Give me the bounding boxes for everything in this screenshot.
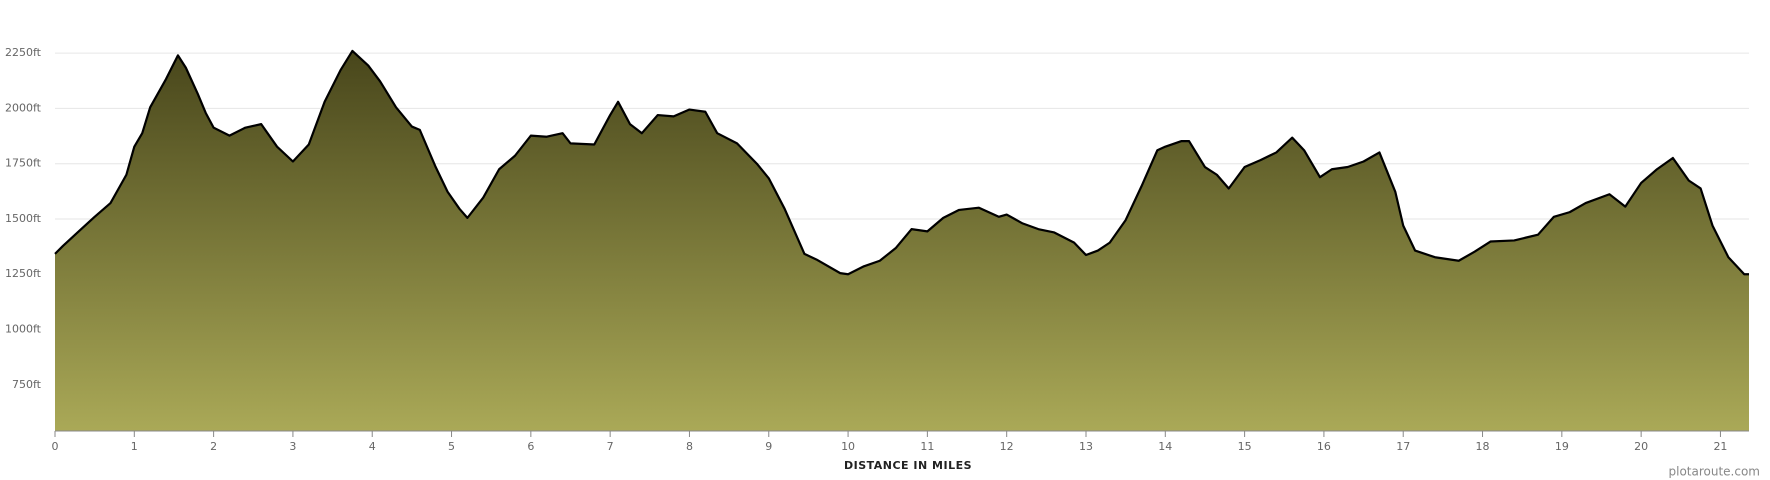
- x-tick-label: 14: [1158, 440, 1172, 453]
- x-tick-label: 13: [1079, 440, 1093, 453]
- y-tick-label: 1250ft: [5, 267, 42, 280]
- x-tick-label: 2: [210, 440, 217, 453]
- y-tick-label: 750ft: [12, 378, 42, 391]
- x-tick-label: 20: [1634, 440, 1648, 453]
- y-tick-label: 1500ft: [5, 212, 42, 225]
- x-tick-label: 6: [527, 440, 534, 453]
- x-tick-label: 5: [448, 440, 455, 453]
- x-axis-title: DISTANCE IN MILES: [844, 459, 972, 472]
- x-tick-label: 4: [369, 440, 376, 453]
- x-tick-label: 3: [289, 440, 296, 453]
- x-tick-label: 7: [607, 440, 614, 453]
- x-tick-label: 9: [765, 440, 772, 453]
- x-tick-label: 16: [1317, 440, 1331, 453]
- x-tick-label: 19: [1555, 440, 1569, 453]
- x-tick-label: 0: [52, 440, 59, 453]
- x-tick-label: 8: [686, 440, 693, 453]
- elevation-line: [54, 49, 1749, 276]
- watermark: plotaroute.com: [1669, 465, 1761, 479]
- x-tick-label: 21: [1713, 440, 1727, 453]
- x-tick-label: 1: [131, 440, 138, 453]
- x-tick-label: 17: [1396, 440, 1410, 453]
- y-tick-label: 2250ft: [5, 46, 42, 59]
- x-tick-label: 18: [1476, 440, 1490, 453]
- x-tick-label: 10: [841, 440, 855, 453]
- x-tick-label: 12: [1000, 440, 1014, 453]
- y-tick-label: 1750ft: [5, 157, 42, 170]
- x-tick-label: 15: [1238, 440, 1252, 453]
- y-tick-label: 1000ft: [5, 323, 42, 336]
- y-tick-label: 2000ft: [5, 101, 42, 114]
- x-tick-label: 11: [920, 440, 934, 453]
